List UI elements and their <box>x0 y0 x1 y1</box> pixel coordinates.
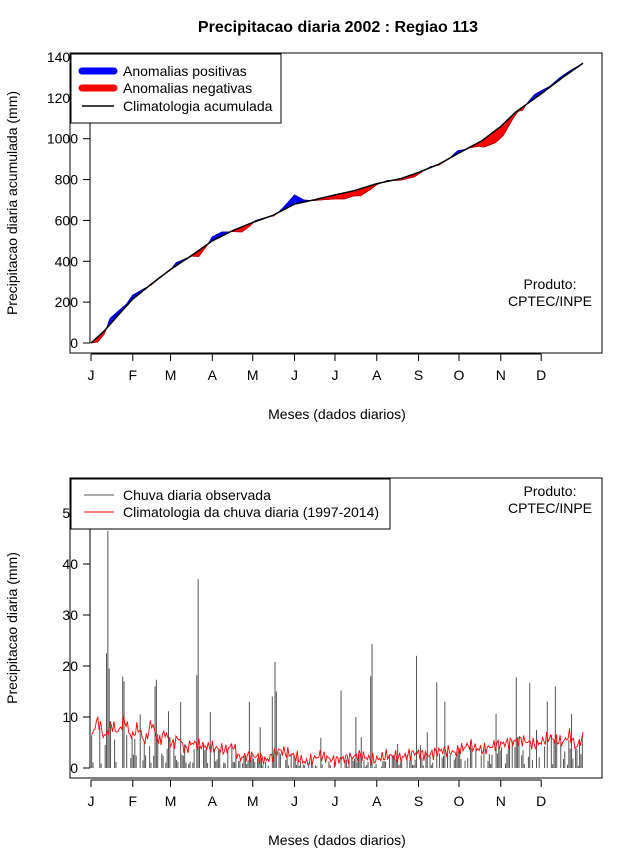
figure-title: Precipitacao diaria 2002 : Regiao 113 <box>198 19 478 36</box>
x-tick-label: M <box>165 367 177 383</box>
y-tick-label: 0 <box>70 760 78 776</box>
x-tick-label: D <box>536 367 546 383</box>
legend-label-climatology: Climatologia acumulada <box>123 98 273 114</box>
observed-cumulative-line <box>90 62 584 344</box>
x-tick-label: S <box>414 367 423 383</box>
legend-box <box>70 478 391 530</box>
y-axis-label: Precipitacao diaria (mm) <box>4 552 20 704</box>
x-tick-label: M <box>247 367 259 383</box>
x-tick-label: J <box>88 367 95 383</box>
legend: Chuva diaria observada Climatologia da c… <box>70 478 391 530</box>
legend-label-negative: Anomalias negativas <box>123 80 252 96</box>
x-tick-label: N <box>496 793 506 809</box>
y-axis-label: Precipitacao diaria acumulada (mm) <box>4 91 20 315</box>
annotation-line-2: CPTEC/INPE <box>508 500 592 516</box>
x-tick-label: N <box>496 367 506 383</box>
x-tick-label: A <box>208 793 218 809</box>
legend-label-climatology: Climatologia da chuva diaria (1997-2014) <box>123 504 379 520</box>
y-tick-label: 800 <box>55 172 79 188</box>
x-tick-label: A <box>372 793 382 809</box>
x-tick-label: D <box>536 793 546 809</box>
x-tick-label: F <box>129 793 138 809</box>
legend-label-observed: Chuva diaria observada <box>123 487 271 503</box>
y-tick-label: 400 <box>55 253 79 269</box>
x-tick-label: O <box>454 793 465 809</box>
x-tick-label: J <box>291 367 298 383</box>
y-tick-label: 1000 <box>47 131 78 147</box>
annotation-line-1: Produto: <box>524 276 577 292</box>
x-tick-label: M <box>247 793 259 809</box>
plot-frame <box>69 52 603 354</box>
x-tick-label: M <box>165 793 177 809</box>
plot-frame <box>69 477 603 779</box>
annotation-line-1: Produto: <box>524 483 577 499</box>
x-tick-label: S <box>414 793 423 809</box>
annotation-line-2: CPTEC/INPE <box>508 293 592 309</box>
x-tick-label: O <box>454 367 465 383</box>
x-tick-label: A <box>208 367 218 383</box>
x-tick-label: J <box>88 793 95 809</box>
x-tick-label: J <box>331 793 338 809</box>
climatology-line-layer <box>90 715 584 768</box>
x-tick-label: F <box>129 367 138 383</box>
climatology-cumulative-line <box>90 62 584 344</box>
y-tick-label: 0 <box>70 335 78 351</box>
daily-climatology-line <box>90 715 584 768</box>
legend-label-positive: Anomalias positivas <box>123 63 247 79</box>
y-tick-label: 600 <box>55 212 79 228</box>
x-axis-label: Meses (dados diarios) <box>268 832 406 848</box>
x-axis-label: Meses (dados diarios) <box>268 406 406 422</box>
x-tick-label: J <box>291 793 298 809</box>
y-tick-label: 200 <box>55 294 79 310</box>
legend: Anomalias positivas Anomalias negativas … <box>70 53 282 124</box>
x-tick-label: J <box>331 367 338 383</box>
climatology-line-layer <box>90 62 584 344</box>
x-tick-label: A <box>372 367 382 383</box>
